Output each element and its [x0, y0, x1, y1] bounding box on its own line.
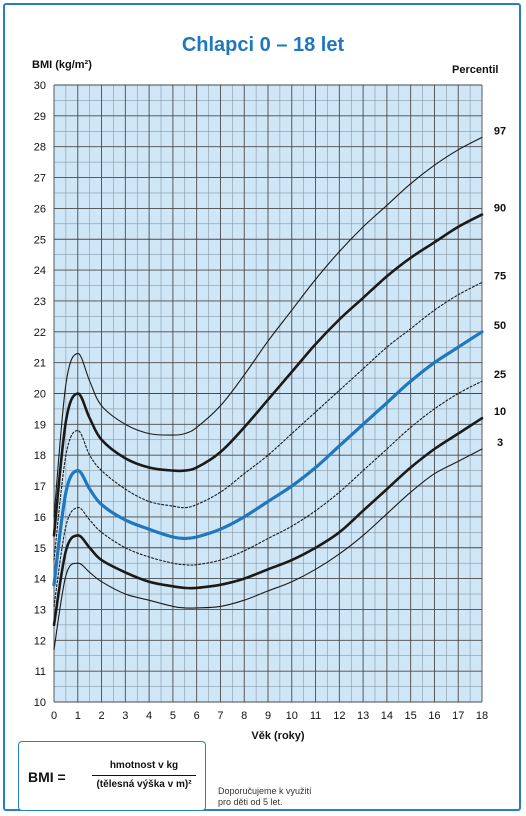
y-tick-label: 13: [34, 604, 46, 616]
percentile-label-25: 25: [494, 369, 506, 381]
x-tick-label: 5: [170, 710, 176, 722]
x-tick-label: 9: [265, 710, 271, 722]
x-tick-label: 11: [310, 710, 321, 722]
x-tick-label: 15: [405, 710, 417, 722]
x-tick-label: 17: [452, 710, 464, 722]
percentile-curve-97: [53, 136, 483, 518]
percentile-header: Percentil: [452, 64, 499, 76]
y-tick-label: 18: [34, 450, 46, 462]
y-tick-label: 19: [34, 419, 46, 431]
percentile-curve-75: [53, 281, 483, 561]
formula-fraction-line: [92, 775, 196, 776]
percentile-label-50: 50: [494, 320, 506, 332]
chart-title: Chlapci 0 – 18 let: [181, 34, 345, 56]
formula-box: [18, 741, 206, 811]
y-tick-label: 26: [34, 203, 46, 215]
percentile-label-97: 97: [494, 125, 506, 137]
y-tick-label: 11: [35, 666, 46, 678]
percentile-label-10: 10: [494, 406, 506, 418]
x-tick-label: 8: [241, 710, 247, 722]
y-tick-label: 24: [34, 265, 46, 277]
y-tick-label: 20: [34, 389, 46, 401]
y-tick-label: 21: [34, 358, 46, 370]
x-tick-label: 14: [381, 710, 393, 722]
y-tick-label: 16: [34, 512, 46, 524]
y-tick-label: 12: [34, 635, 46, 647]
x-tick-label: 16: [428, 710, 440, 722]
y-tick-label: 27: [34, 173, 46, 185]
x-tick-label: 7: [217, 710, 223, 722]
x-tick-label: 13: [357, 710, 369, 722]
percentile-curve-3: [53, 448, 483, 651]
usage-note: Doporučujeme k využití pro děti od 5 let…: [218, 786, 378, 808]
x-tick-label: 0: [51, 710, 57, 722]
usage-note-line-1: Doporučujeme k využití: [218, 786, 312, 796]
formula-denominator: (tělesná výška v m)²: [96, 779, 192, 790]
percentile-curve-10: [52, 416, 484, 627]
usage-note-line-2: pro děti od 5 let.: [218, 797, 283, 807]
x-tick-label: 6: [194, 710, 200, 722]
y-tick-label: 29: [34, 111, 46, 123]
x-tick-label: 1: [75, 710, 81, 722]
percentile-label-3: 3: [497, 437, 503, 449]
percentile-label-75: 75: [494, 270, 506, 282]
formula-numerator: hmotnost v kg: [109, 760, 179, 771]
formula-lhs: BMI =: [28, 769, 66, 785]
x-axis-label: Věk (roky): [251, 730, 305, 742]
y-axis-label: BMI (kg/m²): [32, 59, 92, 71]
x-tick-label: 4: [146, 710, 152, 722]
y-tick-label: 22: [34, 327, 46, 339]
y-tick-label: 10: [34, 697, 46, 709]
y-tick-label: 14: [34, 574, 46, 586]
percentile-curve-50: [52, 330, 484, 587]
y-tick-label: 17: [34, 481, 46, 493]
percentile-curve-90: [52, 213, 484, 537]
x-tick-label: 2: [98, 710, 104, 722]
y-tick-label: 30: [34, 80, 46, 92]
y-tick-label: 28: [34, 142, 46, 154]
x-tick-label: 10: [286, 710, 298, 722]
page-frame: [3, 3, 521, 811]
x-tick-label: 12: [333, 710, 345, 722]
percentile-label-90: 90: [494, 203, 506, 215]
y-tick-label: 23: [34, 296, 46, 308]
x-tick-label: 3: [122, 710, 128, 722]
y-tick-label: 25: [34, 234, 46, 246]
y-tick-label: 15: [34, 543, 46, 555]
x-tick-label: 18: [476, 710, 488, 722]
